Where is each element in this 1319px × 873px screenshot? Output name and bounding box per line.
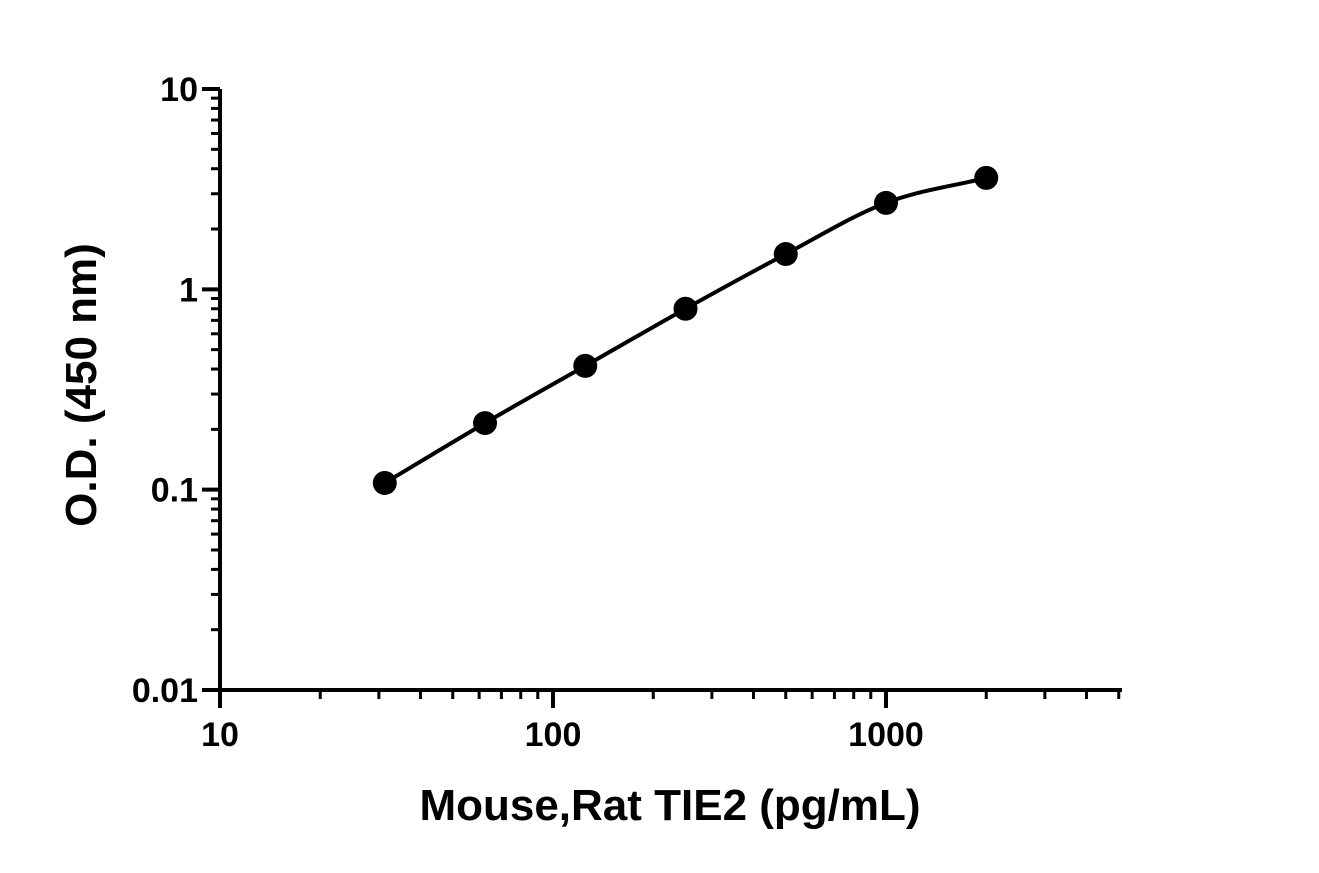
x-axis-tick-labels: 10 100 1000 <box>201 716 924 754</box>
data-point <box>473 411 498 436</box>
y-tick-label: 10 <box>160 71 198 109</box>
x-tick-label: 10 <box>201 716 239 754</box>
fit-curve <box>383 175 987 485</box>
y-tick-label: 1 <box>179 271 198 309</box>
y-axis-title: O.D. (450 nm) <box>57 243 106 527</box>
data-point <box>773 242 798 267</box>
data-point <box>372 470 397 495</box>
data-point <box>573 353 598 378</box>
data-points <box>372 165 999 495</box>
x-axis-major-ticks <box>218 690 888 708</box>
data-point <box>673 296 698 321</box>
x-tick-label: 100 <box>525 716 582 754</box>
y-tick-label: 0.01 <box>132 672 198 710</box>
x-axis-title: Mouse,Rat TIE2 (pg/mL) <box>419 781 920 830</box>
x-tick-label: 1000 <box>848 716 924 754</box>
y-axis-tick-labels: 0.01 0.1 1 10 <box>132 71 198 710</box>
data-point <box>874 190 898 215</box>
y-tick-label: 0.1 <box>151 472 198 510</box>
y-axis-major-ticks <box>202 87 220 692</box>
data-point <box>974 165 999 190</box>
